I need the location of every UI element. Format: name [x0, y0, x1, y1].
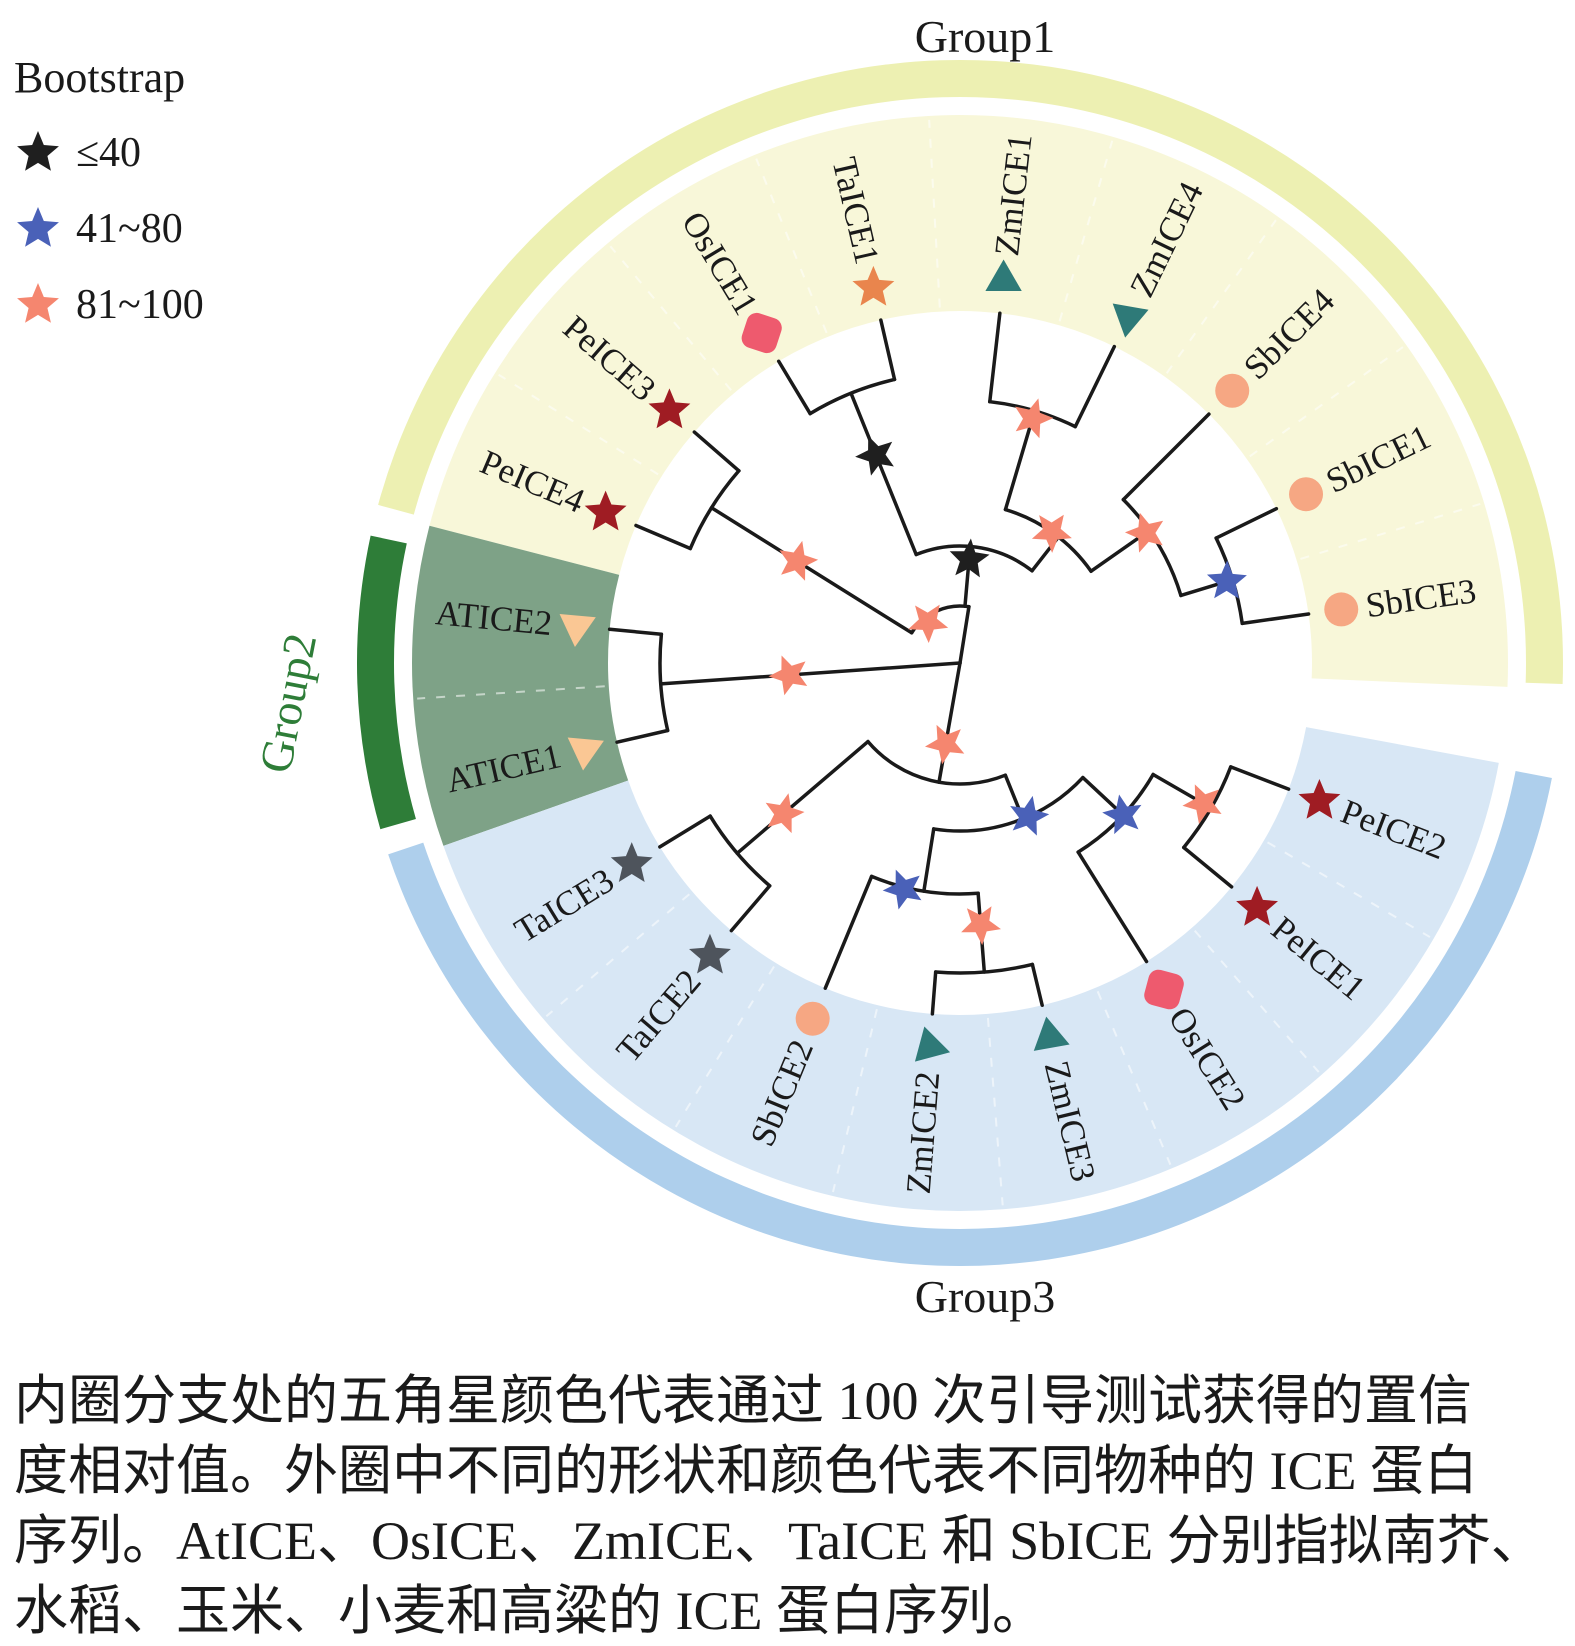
- taxon-marker-PeICE2: [1298, 778, 1341, 819]
- taxon-marker-ATICE1: [567, 737, 604, 771]
- caption-line: 度相对值。外圈中不同的形状和颜色代表不同物种的 ICE 蛋白: [14, 1441, 1478, 1501]
- bootstrap-star-high: [779, 540, 819, 581]
- legend-item-label: ≤40: [76, 130, 142, 176]
- taxon-marker-ZmICE4: [1112, 303, 1149, 338]
- legend-item-high: 81~100: [14, 279, 204, 331]
- tree-leaf-branch-OsICE2: [1076, 850, 1149, 964]
- bootstrap-star-low: [855, 435, 894, 476]
- taxon-marker-TaICE1: [852, 265, 895, 306]
- bootstrap-star-high: [908, 604, 949, 644]
- bootstrap-star-low: [949, 538, 990, 578]
- group-title-group2: Group2: [249, 629, 326, 777]
- tree-arc: [866, 739, 1008, 786]
- tree-leaf-branch-TaICE3: [658, 814, 712, 849]
- bootstrap-star-high: [768, 655, 808, 696]
- tree-leaf-branch-PeICE1: [1182, 845, 1234, 889]
- tree-leaf-branch-ZmICE3: [1030, 962, 1044, 1008]
- taxon-marker-OsICE2: [1144, 969, 1184, 1010]
- taxon-marker-SbICE2: [795, 1001, 830, 1036]
- tree-branch: [849, 391, 918, 557]
- tree-arc: [869, 874, 980, 896]
- tree-branch: [709, 505, 914, 635]
- taxon-marker-PeICE3: [648, 388, 691, 429]
- bootstrap-star-mid: [882, 869, 922, 910]
- figure-caption: 内圈分支处的五角星颜色代表通过 100 次引导测试获得的置信 度相对值。外圈中不…: [14, 1366, 1564, 1646]
- tree-leaf-branch-SbICE1: [1214, 506, 1279, 540]
- tree-leaf-branch-ATICE2: [607, 627, 664, 636]
- taxon-marker-ZmICE3: [1033, 1016, 1070, 1051]
- tree-arc: [1121, 497, 1183, 598]
- legend-item-label: 81~100: [76, 282, 204, 328]
- bootstrap-legend: Bootstrap ≤40 41~80 81~100: [14, 52, 204, 331]
- tree-leaf-branch-ZmICE2: [930, 970, 938, 1016]
- tree-arc: [808, 377, 897, 416]
- taxon-marker-SbICE3: [1324, 592, 1359, 627]
- tree-leaf-branch-TaICE1: [879, 318, 897, 382]
- bootstrap-star-high: [1031, 514, 1072, 553]
- bootstrap-star-mid: [1010, 795, 1050, 836]
- bootstrap-star-high: [765, 793, 805, 834]
- taxon-marker-SbICE1: [1289, 477, 1324, 512]
- legend-item-mid: 41~80: [14, 203, 204, 255]
- taxon-label-ZmICE2: ZmICE2: [899, 1070, 947, 1195]
- blue-star-icon: [17, 207, 59, 247]
- tree-branch: [922, 827, 936, 893]
- tree-arc: [688, 469, 741, 551]
- tree-arc: [708, 814, 772, 888]
- bootstrap-star-mid: [1102, 794, 1142, 835]
- tree-branch: [735, 739, 870, 856]
- group-title-group3: Group3: [915, 1271, 1056, 1322]
- sector-group3: [443, 727, 1499, 1211]
- tree-leaf-branch-SbICE4: [1121, 412, 1211, 502]
- bootstrap-star-high: [961, 906, 1001, 946]
- taxon-marker-PeICE4: [584, 490, 627, 531]
- caption-line: 内圈分支处的五角星颜色代表通过 100 次引导测试获得的置信: [14, 1371, 1472, 1431]
- bootstrap-star-high: [1124, 512, 1164, 553]
- bootstrap-star-high: [924, 724, 965, 765]
- tree-arc: [931, 775, 1085, 833]
- taxon-marker-SbICE4: [1215, 373, 1250, 408]
- group-title-group1: Group1: [915, 11, 1056, 62]
- caption-line: 水稻、玉米、小麦和高粱的 ICE 蛋白序列。: [14, 1581, 1046, 1641]
- group-band-group2: [357, 535, 416, 830]
- taxon-marker-ZmICE1: [985, 259, 1022, 291]
- bootstrap-star-mid: [1206, 560, 1247, 599]
- tree-leaf-branch-ATICE1: [615, 728, 670, 744]
- legend-item-low: ≤40: [14, 127, 204, 179]
- tree-branch: [658, 661, 962, 686]
- tree-leaf-branch-SbICE2: [823, 874, 874, 990]
- sector-group1: [429, 115, 1508, 687]
- taxon-marker-TaICE3: [610, 842, 653, 882]
- tree-leaf-branch-ZmICE4: [1073, 344, 1117, 429]
- tree-leaf-branch-TaICE2: [729, 884, 772, 933]
- caption-line: 序列。AtICE、OsICE、ZmICE、TaICE 和 SbICE 分别指拟南…: [14, 1511, 1545, 1571]
- tree-leaf-branch-PeICE3: [692, 430, 741, 473]
- tree-leaf-branch-PeICE4: [634, 523, 693, 551]
- tree-leaf-branch-ZmICE1: [988, 311, 1002, 404]
- tree-leaf-branch-OsICE1: [776, 359, 812, 416]
- black-star-icon: [17, 131, 59, 171]
- tree-arc: [933, 962, 1035, 975]
- taxon-marker-PeICE1: [1236, 885, 1278, 926]
- legend-item-label: 41~80: [76, 206, 183, 252]
- tree-arc: [658, 632, 670, 733]
- tree-leaf-branch-SbICE3: [1240, 612, 1311, 626]
- legend-title: Bootstrap: [14, 53, 186, 102]
- tree-arc: [914, 544, 1034, 573]
- tree-branch: [958, 604, 971, 665]
- sector-group2: [412, 525, 629, 846]
- tree-leaf-branch-PeICE2: [1228, 765, 1291, 791]
- taxon-marker-OsICE1: [741, 312, 782, 354]
- taxon-marker-ATICE2: [559, 614, 596, 648]
- taxon-marker-TaICE2: [689, 933, 731, 974]
- salmon-star-icon: [17, 283, 59, 323]
- bootstrap-star-high: [1015, 398, 1054, 439]
- bootstrap-star-high: [1182, 784, 1222, 825]
- taxon-marker-ZmICE2: [914, 1026, 951, 1062]
